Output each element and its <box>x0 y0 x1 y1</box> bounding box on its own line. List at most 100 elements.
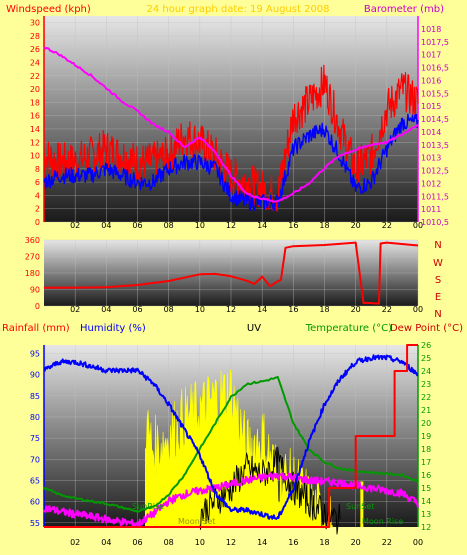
x-tick-label: 20 <box>351 538 361 547</box>
wind-direction-line <box>43 241 419 305</box>
baro-y-tick: 1013 <box>421 154 441 163</box>
x-tick-label: 18 <box>319 538 329 547</box>
humidity-y-tick: 75 <box>30 434 40 443</box>
wind-y-tick: 4 <box>35 191 40 200</box>
x-tick-label: 04 <box>101 305 111 314</box>
x-tick-label: 06 <box>132 221 142 230</box>
temp-plot <box>43 344 419 535</box>
wind-gust-line <box>43 113 419 211</box>
humidity-y-tick: 55 <box>30 519 40 528</box>
humidity-y-tick: 60 <box>30 498 40 507</box>
compass-n-top: N <box>434 240 441 251</box>
compass-n-bottom: N <box>434 309 441 320</box>
x-tick-label: 16 <box>288 538 298 547</box>
x-tick-label: 08 <box>164 305 174 314</box>
x-tick-label: 08 <box>164 538 174 547</box>
uv-evening-bar <box>360 481 364 527</box>
windspeed-axis-title: Windspeed (kph) <box>6 4 91 15</box>
baro-y-tick: 1014 <box>421 128 441 137</box>
x-tick-label: 22 <box>382 538 392 547</box>
temp-y-tick: 23 <box>421 380 431 389</box>
temp-y-tick: 12 <box>421 523 431 532</box>
direction-y-tick: 270 <box>25 253 40 262</box>
temp-y-tick: 16 <box>421 471 431 480</box>
barometer-axis-title: Barometer (mb) <box>364 4 444 15</box>
baro-y-tick: 1014,5 <box>421 115 449 124</box>
baro-y-tick: 1012 <box>421 179 441 188</box>
wind-y-tick: 22 <box>30 72 40 81</box>
wind-y-tick: 28 <box>30 32 40 41</box>
direction-plot <box>43 241 419 305</box>
direction-y-tick: 360 <box>25 236 40 245</box>
temp-y-tick: 14 <box>421 497 431 506</box>
baro-y-tick: 1012,5 <box>421 167 449 176</box>
moonset-label: Moon Set <box>178 517 215 526</box>
compass-w: W <box>433 258 443 269</box>
x-tick-label: 06 <box>132 538 142 547</box>
direction-grid <box>44 239 419 307</box>
x-tick-label: 16 <box>288 305 298 314</box>
wind-y-tick: 8 <box>35 165 40 174</box>
x-tick-label: 04 <box>101 221 111 230</box>
baro-y-tick: 1015 <box>421 102 441 111</box>
x-tick-label: 14 <box>257 221 267 230</box>
wind-y-tick: 14 <box>30 125 40 134</box>
x-tick-label: 14 <box>257 538 267 547</box>
wind-y-tick: 18 <box>30 98 40 107</box>
x-tick-label: 18 <box>319 305 329 314</box>
direction-y-tick: 90 <box>30 286 40 295</box>
x-tick-label: 14 <box>257 305 267 314</box>
x-tick-label: 10 <box>195 305 205 314</box>
humidity-y-tick: 70 <box>30 455 40 464</box>
wind-y-tick: 6 <box>35 178 40 187</box>
humidity-axis-title: Humidity (%) <box>80 323 146 334</box>
x-tick-label: 02 <box>70 221 80 230</box>
x-tick-label: 22 <box>382 221 392 230</box>
compass-e: E <box>435 292 441 303</box>
x-tick-label: 00 <box>413 221 423 230</box>
wind-y-tick: 26 <box>30 45 40 54</box>
x-tick-label: 10 <box>195 538 205 547</box>
temp-y-tick: 13 <box>421 510 431 519</box>
barometer-line <box>43 46 419 203</box>
baro-y-tick: 1016 <box>421 76 441 85</box>
baro-y-tick: 1017 <box>421 51 441 60</box>
x-tick-label: 04 <box>101 538 111 547</box>
temperature-axis-title: Temperature (°C) <box>305 323 392 334</box>
compass-labels: N W S E N <box>433 240 443 320</box>
sunset-label: SunSet <box>346 502 374 511</box>
humidity-y-tick: 65 <box>30 476 40 485</box>
x-tick-label: 16 <box>288 221 298 230</box>
baro-y-tick: 1016,5 <box>421 64 449 73</box>
baro-y-tick: 1015,5 <box>421 89 449 98</box>
temp-y-tick: 22 <box>421 393 431 402</box>
baro-y-tick: 1013,5 <box>421 141 449 150</box>
baro-y-tick: 1011 <box>421 205 441 214</box>
rainfall-line <box>44 344 418 528</box>
wind-y-tick: 2 <box>35 205 40 214</box>
x-tick-label: 12 <box>226 221 236 230</box>
wind-y-tick: 24 <box>30 59 40 68</box>
x-tick-label: 20 <box>351 305 361 314</box>
x-tick-label: 00 <box>413 305 423 314</box>
baro-y-tick: 1018 <box>421 25 441 34</box>
temp-y-tick: 26 <box>421 341 431 350</box>
x-tick-label: 20 <box>351 221 361 230</box>
humidity-y-tick: 90 <box>30 371 40 380</box>
x-tick-label: 02 <box>70 305 80 314</box>
baro-y-tick: 1011,5 <box>421 192 449 201</box>
temp-y-tick: 17 <box>421 458 431 467</box>
humidity-line <box>43 354 419 520</box>
baro-y-tick: 1017,5 <box>421 38 449 47</box>
baro-y-tick: 1010,5 <box>421 218 449 227</box>
wind-y-tick: 16 <box>30 112 40 121</box>
temp-y-tick: 24 <box>421 367 431 376</box>
compass-s: S <box>435 275 441 286</box>
humidity-y-tick: 80 <box>30 413 40 422</box>
temp-y-tick: 18 <box>421 445 431 454</box>
x-tick-label: 06 <box>132 305 142 314</box>
temp-y-tick: 19 <box>421 432 431 441</box>
wind-y-tick: 12 <box>30 138 40 147</box>
